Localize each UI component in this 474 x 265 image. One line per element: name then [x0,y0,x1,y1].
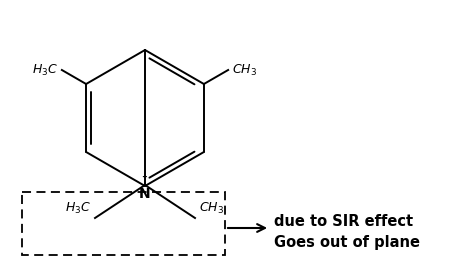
Bar [22,192,225,255]
Text: due to SIR effect: due to SIR effect [274,214,413,229]
Text: $H_3C$: $H_3C$ [65,201,91,216]
Text: $CH_3$: $CH_3$ [232,63,257,78]
Text: $H_3C$: $H_3C$ [32,63,58,78]
Text: Goes out of plane: Goes out of plane [274,235,420,250]
Text: ··: ·· [142,174,148,183]
Text: $CH_3$: $CH_3$ [199,201,224,216]
Text: N: N [139,187,151,201]
